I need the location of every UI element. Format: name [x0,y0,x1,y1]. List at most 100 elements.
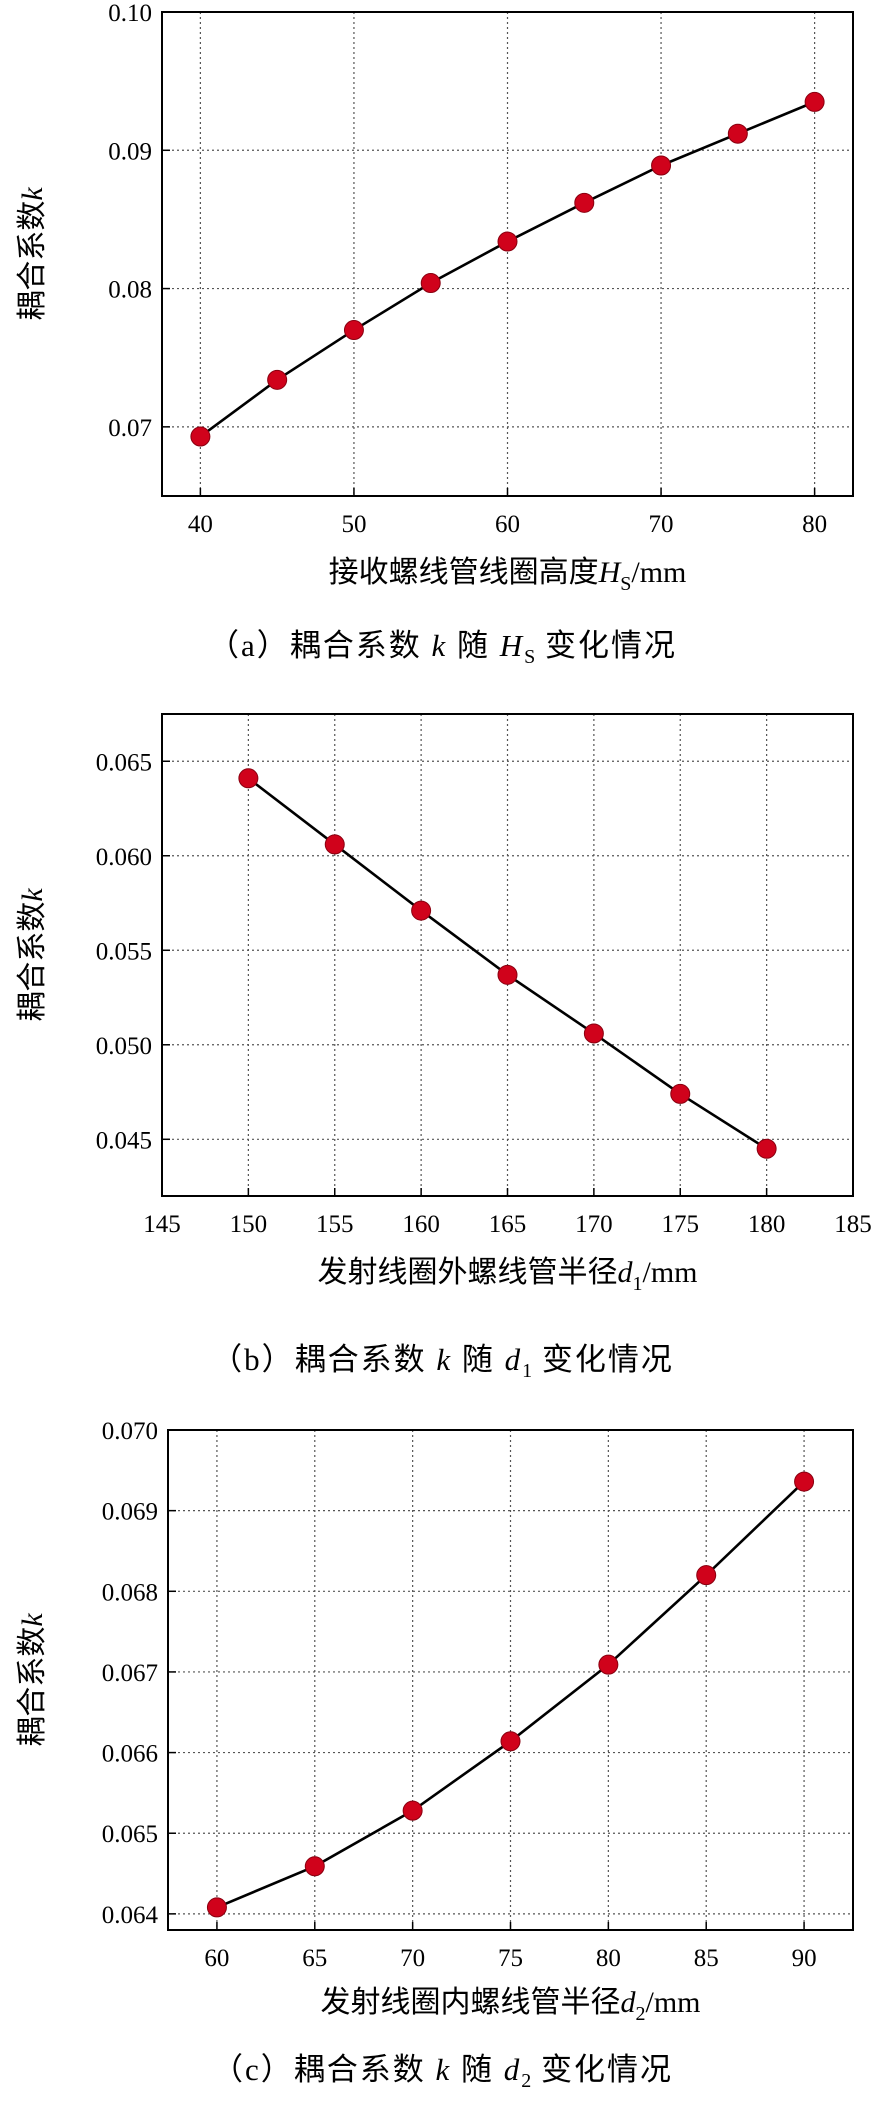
caption-a: （a）耦合系数 k 随 HS 变化情况 [0,628,885,675]
caption-a-var: k [431,628,448,663]
data-point-a [343,320,364,341]
y-axis-title-c: 耦合系数k [16,1613,49,1747]
y-axis-title-var: k [16,187,49,201]
x-axis-title-unit: /mm [645,1986,700,2019]
x-axis-title-unit: /mm [642,1256,697,1289]
caption-c-prefix: （c）耦合系数 [211,2052,436,2087]
x-axis-title-main: 发射线圈内螺线管半径 [320,1986,620,2019]
x-tick-label: 80 [596,1945,621,1972]
chart-panel-b: 145 150 155 160 165 170 175 180 185 0.045 0.050 0.0… [0,713,885,1389]
x-tick-label: 185 [834,1211,872,1238]
grid-c [168,1429,853,1930]
data-point-a [420,273,441,294]
x-tick-label: 180 [748,1211,786,1238]
data-point-a [267,369,288,390]
x-tick-label: 145 [143,1211,181,1238]
caption-c-var2: d [503,2052,522,2087]
caption-b-suffix: 变化情况 [532,1342,674,1377]
y-axis-title-main: 耦合系数 [16,902,49,1022]
caption-c-sub: 2 [521,2070,532,2093]
data-point-a [574,192,595,213]
x-tick-label: 65 [302,1945,327,1972]
x-axis-title-sub: 2 [635,2003,645,2025]
caption-c-var: k [435,2052,452,2087]
caption-c: （c）耦合系数 k 随 d2 变化情况 [0,2052,885,2099]
grid-b [161,714,854,1196]
data-point-a [804,91,825,112]
caption-c-mid: 随 [451,2052,504,2087]
caption-a-sub: S [524,646,536,669]
x-tick-label: 155 [316,1211,354,1238]
caption-b-sub: 1 [522,1360,533,1383]
y-axis-title-var: k [16,888,49,902]
x-tick-label: 80 [802,511,827,538]
caption-a-suffix: 变化情况 [535,628,678,663]
caption-b-prefix: （b）耦合系数 [211,1342,437,1377]
data-point-b [583,1023,604,1044]
caption-a-mid: 随 [447,628,500,663]
x-tick-label: 150 [230,1211,268,1238]
x-tick-label: 170 [575,1211,613,1238]
x-axis-title-sub: S [620,573,631,595]
x-axis-title-var: H [598,556,623,589]
x-tick-label: 70 [649,511,674,538]
data-point-c [696,1565,717,1586]
data-point-a [651,155,672,176]
data-point-c [402,1800,423,1821]
x-tick-label: 60 [204,1945,229,1972]
caption-c-suffix: 变化情况 [531,2052,674,2087]
data-point-b [497,964,518,985]
x-tick-label: 50 [341,511,366,538]
y-axis-title-b: 耦合系数k [16,888,49,1022]
y-tick-label: 0.066 [102,1741,158,1768]
x-tick-label: 160 [402,1211,440,1238]
x-axis-title-main: 接收螺线管线圈高度 [329,556,599,589]
y-axis-title-main: 耦合系数 [16,1627,49,1747]
y-tick-label: 0.067 [102,1660,158,1687]
x-axis-title-var: d [617,1256,633,1289]
x-tick-label: 85 [694,1945,719,1972]
chart-panel-a: 40 50 60 70 80 0.07 0.08 0.09 0.10 接收螺线管线圈高度HS/mm… [0,0,885,668]
caption-b: （b）耦合系数 k 随 d1 变化情况 [0,1342,885,1389]
x-tick-label: 90 [792,1945,817,1972]
data-point-c [500,1731,521,1752]
y-tick-label: 0.060 [96,844,152,871]
y-axis-title-main: 耦合系数 [16,201,49,321]
data-point-b [324,834,345,855]
y-tick-label: 0.045 [96,1127,152,1154]
data-point-b [670,1083,691,1104]
y-tick-label: 0.065 [96,749,152,776]
data-point-a [727,123,748,144]
caption-b-var: k [436,1342,453,1377]
y-tick-label: 0.08 [108,277,152,304]
data-point-b [756,1138,777,1159]
data-point-b [238,768,259,789]
chart-a: 40 50 60 70 80 0.07 0.08 0.09 0.10 接收螺线管线圈高度HS/mm… [16,0,854,595]
x-axis-title-a: 接收螺线管线圈高度HS/mm [329,556,687,595]
y-tick-label: 0.07 [108,415,152,442]
y-tick-label: 0.064 [102,1902,159,1929]
x-tick-label: 175 [662,1211,700,1238]
y-tick-label: 0.069 [102,1499,158,1526]
y-tick-label: 0.10 [108,0,152,27]
x-axis-title-var: d [620,1986,636,2019]
y-tick-label: 0.050 [96,1033,152,1060]
data-point-c [598,1654,619,1675]
x-tick-label: 75 [498,1945,523,1972]
data-point-c [304,1856,325,1877]
y-tick-label: 0.070 [102,1418,158,1445]
x-axis-title-unit: /mm [631,556,686,589]
x-tick-label: 40 [188,511,213,538]
x-axis-title-b: 发射线圈外螺线管半径d1/mm [317,1256,697,1295]
y-tick-label: 0.068 [102,1579,158,1606]
data-point-b [411,900,432,921]
y-tick-label: 0.09 [108,138,152,165]
caption-a-prefix: （a）耦合系数 [207,628,432,663]
caption-b-mid: 随 [452,1342,505,1377]
y-axis-title-a: 耦合系数k [16,187,49,321]
x-tick-label: 70 [400,1945,425,1972]
y-axis-title-var: k [16,1613,49,1627]
y-tick-label: 0.055 [96,938,152,965]
